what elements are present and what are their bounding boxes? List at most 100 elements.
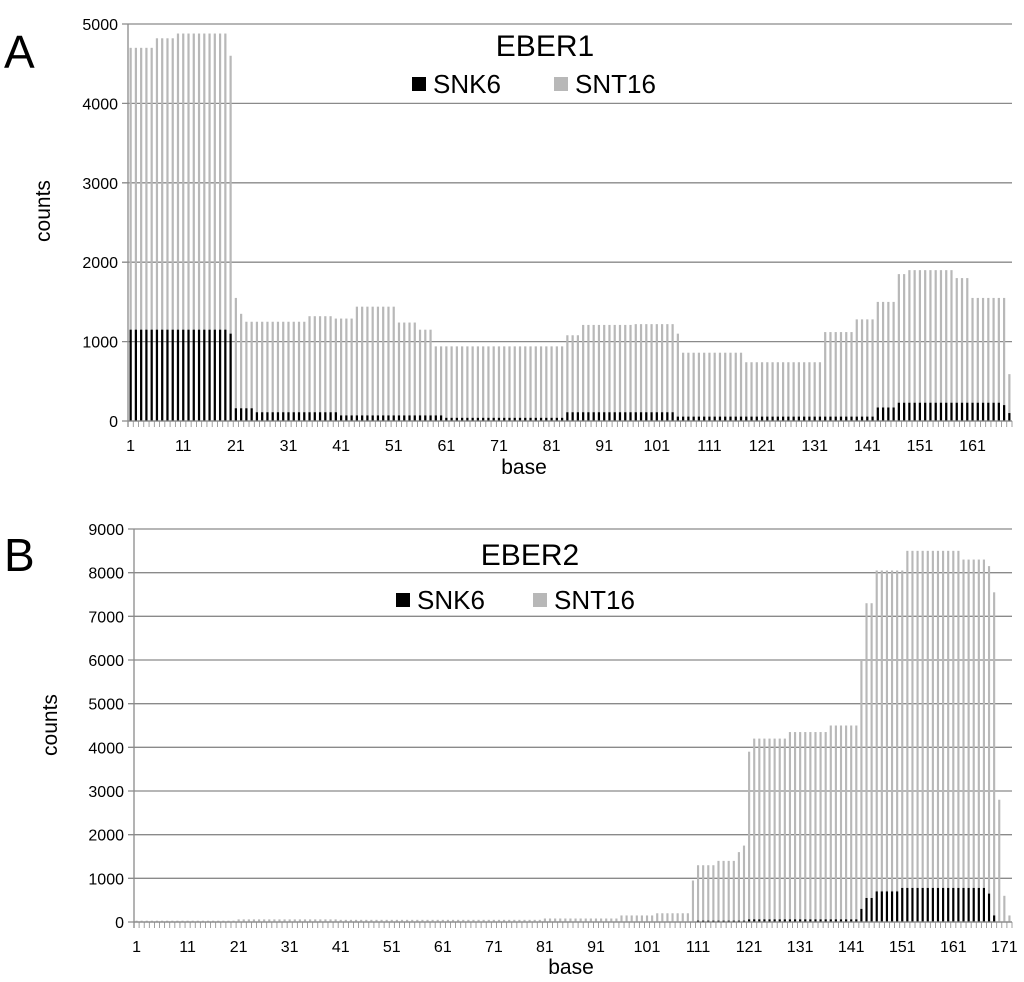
panel-b-bar-snt16 <box>201 920 204 922</box>
panel-a-bar-snt16 <box>424 329 427 421</box>
panel-b-bar-snt16 <box>385 919 388 922</box>
panel-a-bar-snt16 <box>1003 297 1006 421</box>
panel-b-bar-snt16 <box>426 919 429 922</box>
panel-b-bar-snk6 <box>936 887 940 922</box>
panel-a-bar-snt16 <box>687 352 690 421</box>
panel-a-x-tick-label: 71 <box>490 438 508 455</box>
panel-a-bar-snk6 <box>892 407 895 421</box>
panel-a-bar-snk6 <box>829 416 832 421</box>
panel-a-bar-snk6 <box>434 415 437 421</box>
panel-b-bar-snt16 <box>926 550 929 922</box>
panel-b-bar-snt16 <box>661 913 664 922</box>
panel-b-bar-snt16 <box>952 550 955 922</box>
panel-a-bar-snk6 <box>613 412 616 421</box>
panel-b-bars <box>135 550 1011 922</box>
panel-a-bar-snt16 <box>808 362 811 421</box>
panel-a-bar-snk6 <box>782 416 785 421</box>
panel-a-bar-snt16 <box>397 322 401 421</box>
panel-b-bar-snt16 <box>212 920 215 922</box>
panel-a-bar-snk6 <box>350 415 353 421</box>
panel-b-bar-snk6 <box>722 920 725 922</box>
panel-b-bar-snk6 <box>799 919 802 922</box>
panel-a-bar-snt16 <box>340 318 343 421</box>
panel-a-bar-snt16 <box>297 321 301 421</box>
panel-b-legend-swatch-snk6 <box>396 593 410 607</box>
panel-a-bar-snk6 <box>150 329 153 421</box>
panel-b-bar-snt16 <box>263 919 266 922</box>
panel-b-bar-snt16 <box>436 919 439 922</box>
panel-b-bar-snt16 <box>257 919 261 922</box>
panel-b-x-tick-label: 1 <box>132 939 141 956</box>
panel-a-bar-snt16 <box>971 297 974 421</box>
panel-b-bar-snk6 <box>737 920 740 922</box>
panel-a-bar-snt16 <box>255 321 259 421</box>
panel-a-bar-snt16 <box>755 362 758 421</box>
panel-b-bar-snk6 <box>967 887 970 922</box>
panel-b-bar-snt16 <box>303 919 307 922</box>
panel-b-bar-snt16 <box>936 550 940 922</box>
panel-a-bar-snt16 <box>624 324 627 421</box>
panel-b-bar-snt16 <box>880 570 883 922</box>
panel-b-x-tick-label: 101 <box>634 939 661 956</box>
panel-b-bar-snt16 <box>630 915 633 922</box>
panel-a-bar-snk6 <box>382 415 385 421</box>
panel-a-bar-snt16 <box>913 270 916 421</box>
panel-a-bar-snt16 <box>703 352 706 421</box>
panel-b-bar-snk6 <box>773 919 776 922</box>
panel-b-bar-snt16 <box>538 919 541 922</box>
panel-a-bar-snt16 <box>218 33 222 421</box>
panel-a-bar-snt16 <box>229 55 232 421</box>
panel-a-bar-snt16 <box>524 346 527 421</box>
panel-a-bar-snk6 <box>134 329 137 421</box>
panel-b-bar-snt16 <box>579 918 582 922</box>
panel-b-bar-snk6 <box>982 887 985 922</box>
panel-b-title: EBER2 <box>481 539 579 572</box>
panel-a-bar-snt16 <box>976 297 979 421</box>
panel-a-bar-snt16 <box>155 38 159 422</box>
panel-a-bar-snk6 <box>171 329 174 421</box>
panel-a-bar-snt16 <box>1008 374 1011 421</box>
panel-a-bar-snt16 <box>866 319 869 421</box>
panel-a-bar-snk6 <box>845 416 848 421</box>
panel-a-bar-snk6 <box>897 402 900 421</box>
panel-b-bar-snt16 <box>441 919 444 922</box>
panel-b-bar-snk6 <box>788 919 792 922</box>
panel-b-bar-snt16 <box>890 570 894 922</box>
panel-b-bar-snt16 <box>656 913 659 922</box>
panel-a-bar-snt16 <box>813 362 816 421</box>
panel-a-bar-snt16 <box>387 306 390 421</box>
panel-a-bar-snt16 <box>682 352 685 421</box>
panel-a-bar-snt16 <box>613 324 616 421</box>
panel-a-bar-snt16 <box>750 362 753 421</box>
panel-b-bar-snk6 <box>696 920 700 922</box>
panel-b-y-tick-label: 0 <box>115 915 124 932</box>
panel-a-bar-snt16 <box>650 324 653 421</box>
panel-b-bar-snt16 <box>875 570 878 922</box>
panel-b-bar-snt16 <box>717 860 720 922</box>
panel-b-bar-snt16 <box>1008 915 1011 922</box>
panel-a-bar-snt16 <box>566 335 569 421</box>
panel-a-letter: A <box>4 26 35 78</box>
panel-a-bar-snt16 <box>455 346 458 421</box>
panel-b-bar-snt16 <box>574 918 577 922</box>
panel-b-bar-snt16 <box>814 732 817 922</box>
panel-a-bar-snt16 <box>371 306 374 421</box>
panel-a-bar-snt16 <box>829 332 832 421</box>
panel-b-bar-snk6 <box>987 893 991 922</box>
panel-b-bar-snk6 <box>793 919 797 922</box>
panel-b-bar-snt16 <box>487 919 490 922</box>
panel-b-y-axis-title: counts <box>39 694 62 756</box>
panel-a-bar-snt16 <box>545 346 548 421</box>
panel-a-bar-snt16 <box>439 346 443 421</box>
panel-a-bar-snk6 <box>918 402 922 421</box>
panel-b-bar-snt16 <box>554 918 557 922</box>
panel-a-bar-snk6 <box>755 416 758 421</box>
panel-b-bar-snt16 <box>196 920 199 922</box>
panel-a-bar-snk6 <box>724 416 727 421</box>
panel-a-bar-snk6 <box>176 329 180 421</box>
panel-b-bar-snt16 <box>584 918 587 922</box>
panel-b-bar-snt16 <box>477 919 480 922</box>
panel-b-y-tick-label: 3000 <box>88 784 124 801</box>
panel-b-bar-snt16 <box>855 725 858 922</box>
